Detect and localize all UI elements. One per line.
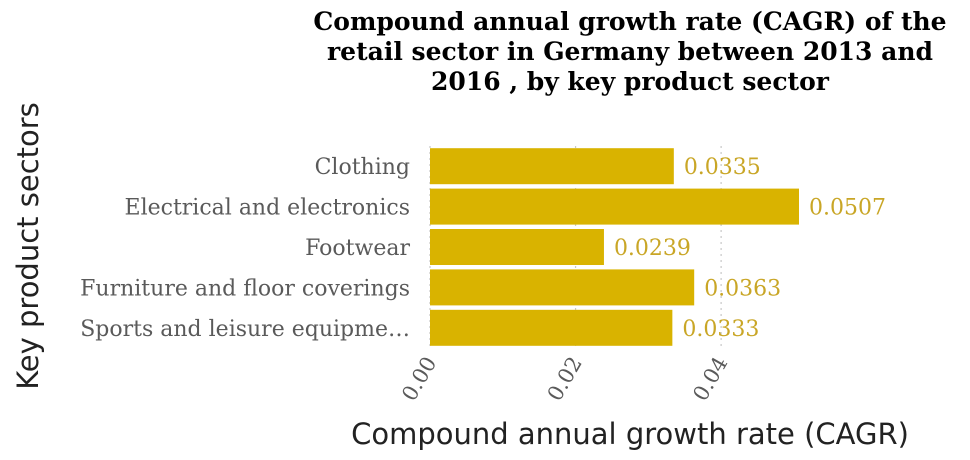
bar xyxy=(430,269,695,306)
category-label: Sports and leisure equipme… xyxy=(80,317,410,342)
chart-title-line-3: 2016 , by key product sector xyxy=(431,67,830,96)
x-tick-label: 0.04 xyxy=(688,353,732,406)
chart-title-line-1: Compound annual growth rate (CAGR) of th… xyxy=(313,7,946,36)
chart-title-line-2: retail sector in Germany between 2013 an… xyxy=(327,37,933,66)
category-label: Electrical and electronics xyxy=(125,196,410,221)
bars xyxy=(430,148,799,346)
category-label: Furniture and floor coverings xyxy=(80,276,410,301)
data-label: 0.0333 xyxy=(682,317,759,342)
bar xyxy=(430,188,799,225)
chart-title: Compound annual growth rate (CAGR) of th… xyxy=(313,7,946,96)
data-label: 0.0335 xyxy=(684,155,761,180)
bar xyxy=(430,229,604,265)
x-tick-label: 0.02 xyxy=(543,353,587,406)
category-labels: Clothing Electrical and electronics Footwe… xyxy=(80,155,410,342)
data-label: 0.0363 xyxy=(704,276,781,301)
x-tick-labels: 0.00 0.02 0.04 xyxy=(397,353,732,406)
bar xyxy=(430,309,673,346)
y-axis-title: Key product sectors xyxy=(11,102,45,390)
category-label: Clothing xyxy=(315,155,410,180)
bar xyxy=(430,148,674,185)
category-label: Footwear xyxy=(305,236,410,261)
x-axis-title: Compound annual growth rate (CAGR) xyxy=(351,417,909,451)
data-label: 0.0239 xyxy=(614,236,691,261)
data-label: 0.0507 xyxy=(809,196,886,221)
x-tick-label: 0.00 xyxy=(397,353,441,406)
data-labels: 0.0335 0.0507 0.0239 0.0363 0.0333 xyxy=(614,155,886,342)
